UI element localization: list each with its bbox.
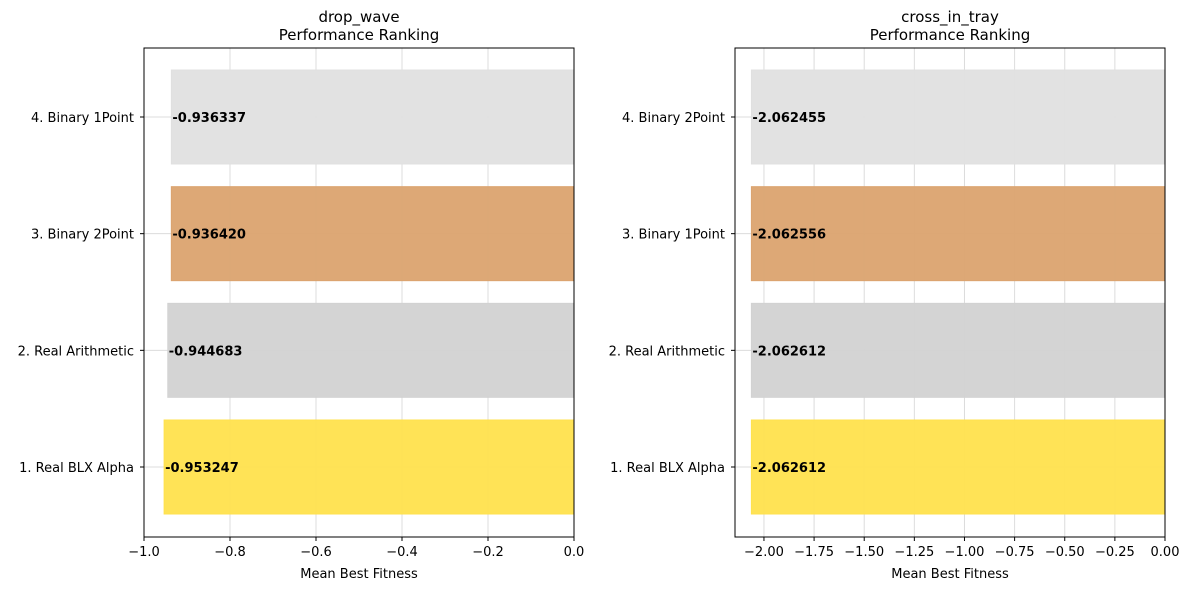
chart-title-line: drop_wave (318, 8, 399, 27)
x-tick-label: −0.50 (1045, 545, 1085, 560)
bar-value-label: -0.936337 (172, 111, 246, 126)
plot-frame (734, 47, 1166, 538)
bar-value-label: -2.062455 (752, 111, 826, 126)
chart-panel-drop-wave: -0.953247 -0.944683 -0.936420 -0.936337 1. R… (18, 8, 585, 582)
bar (170, 186, 575, 282)
x-tick-label: −1.25 (894, 545, 934, 560)
chart-panel-cross-in-tray: -2.062612 -2.062612 -2.062556 -2.062455 1. R… (609, 8, 1180, 582)
y-tick-label: 4. Binary 2Point (622, 111, 725, 126)
plot-frame (143, 47, 575, 538)
x-tick-label: 0.0 (564, 545, 585, 560)
x-tick-label: −1.50 (844, 545, 884, 560)
chart-title: cross_in_tray Performance Ranking (870, 8, 1031, 44)
chart-title: drop_wave Performance Ranking (279, 8, 440, 44)
x-tick-label: −0.2 (472, 545, 504, 560)
bar (170, 69, 575, 165)
bar-value-label: -2.062612 (752, 344, 826, 359)
y-tick-label: 4. Binary 1Point (31, 111, 134, 126)
x-tick-label: −0.25 (1095, 545, 1135, 560)
bar (750, 419, 1166, 515)
x-tick-label: −0.8 (214, 545, 246, 560)
chart-title-line: Performance Ranking (870, 26, 1031, 44)
y-tick-label: 1. Real BLX Alpha (19, 461, 134, 476)
x-tick-label: −2.00 (744, 545, 784, 560)
bar-value-label: -0.953247 (165, 461, 239, 476)
bar (167, 302, 575, 398)
chart-title-line: Performance Ranking (279, 26, 440, 44)
bar (163, 419, 575, 515)
x-tick-label: −0.75 (995, 545, 1035, 560)
y-tick-label: 2. Real Arithmetic (609, 344, 725, 359)
y-tick-label: 2. Real Arithmetic (18, 344, 134, 359)
x-tick-label: −1.75 (794, 545, 834, 560)
bar (750, 186, 1166, 282)
bar-value-label: -2.062556 (752, 228, 826, 243)
x-tick-label: 0.00 (1151, 545, 1180, 560)
x-tick-label: −0.4 (386, 545, 418, 560)
x-axis-label: Mean Best Fitness (891, 567, 1009, 582)
bar-value-label: -2.062612 (752, 461, 826, 476)
bar-value-label: -0.936420 (172, 228, 246, 243)
bar-value-label: -0.944683 (169, 344, 243, 359)
y-tick-label: 1. Real BLX Alpha (610, 461, 725, 476)
y-tick-label: 3. Binary 2Point (31, 228, 134, 243)
chart-title-line: cross_in_tray (901, 8, 999, 27)
x-tick-label: −1.0 (128, 545, 160, 560)
y-tick-label: 3. Binary 1Point (622, 228, 725, 243)
x-tick-label: −0.6 (300, 545, 332, 560)
bar (750, 302, 1166, 398)
x-tick-label: −1.00 (945, 545, 985, 560)
x-axis-label: Mean Best Fitness (300, 567, 418, 582)
